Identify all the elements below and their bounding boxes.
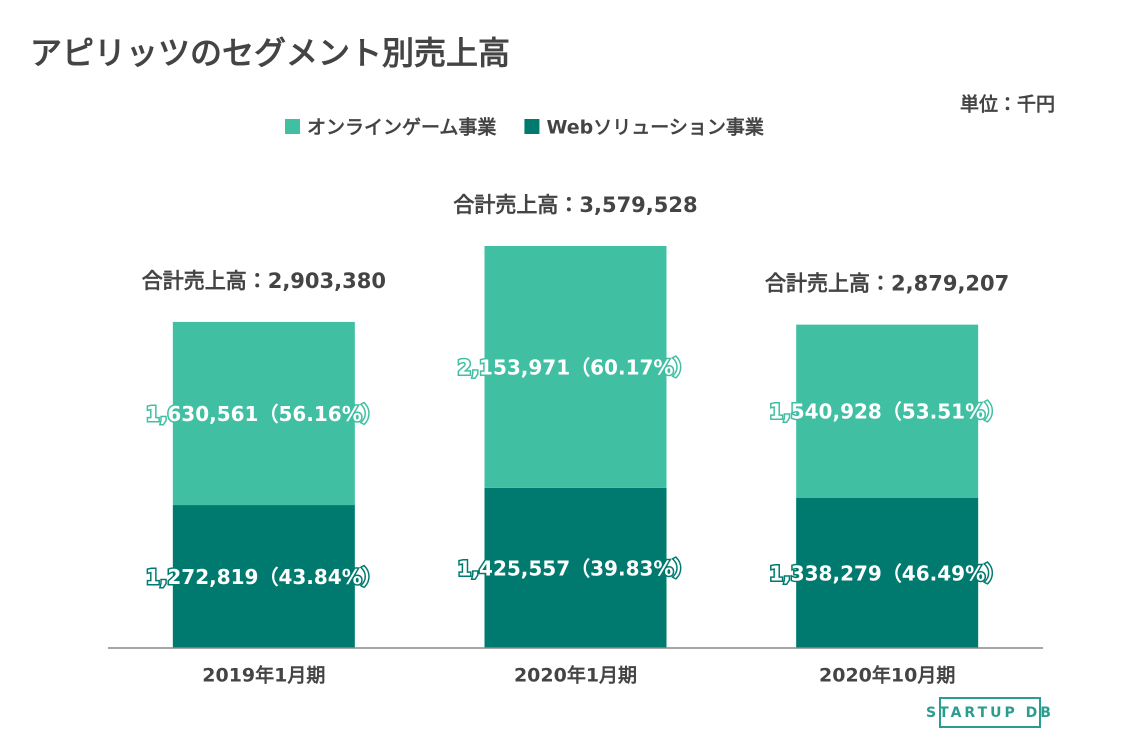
legend-label: オンラインゲーム事業 [307, 116, 497, 139]
x-tick-label: 2020年1月期 [514, 664, 637, 687]
value-label: 2,153,971（60.17%） [458, 355, 694, 379]
bar-segment [172, 321, 355, 506]
value-label: 1,630,561（56.16%） [146, 402, 382, 426]
value-label: 1,540,928（53.51%） [769, 400, 1005, 424]
value-label: 1,338,279（46.49%） [769, 561, 1005, 585]
bar-segment [796, 497, 979, 648]
total-label: 合計売上高：2,903,380 [142, 269, 386, 293]
legend: オンラインゲーム事業 Webソリューション事業 [285, 116, 765, 139]
bar-segment [172, 505, 355, 648]
value-label: 1,425,557（39.83%） [458, 556, 694, 580]
total-label: 合計売上高：3,579,528 [453, 193, 697, 217]
legend-label: Webソリューション事業 [546, 116, 764, 139]
bar-segment [484, 245, 667, 488]
chart-title: アピリッツのセグメント別売上高 [30, 34, 510, 72]
total-label: 合計売上高：2,879,207 [765, 272, 1009, 296]
x-tick-label: 2019年1月期 [202, 664, 325, 687]
bar-segment [796, 324, 979, 498]
x-tick-label: 2020年10月期 [819, 664, 955, 687]
logo: STARTUP DB [926, 705, 1054, 721]
legend-swatch [285, 119, 300, 134]
unit-label: 単位：千円 [960, 93, 1055, 116]
logo-box [939, 697, 1041, 728]
value-label: 1,272,819（43.84%） [146, 565, 382, 589]
legend-swatch [524, 119, 540, 134]
bar-segment [484, 487, 667, 648]
